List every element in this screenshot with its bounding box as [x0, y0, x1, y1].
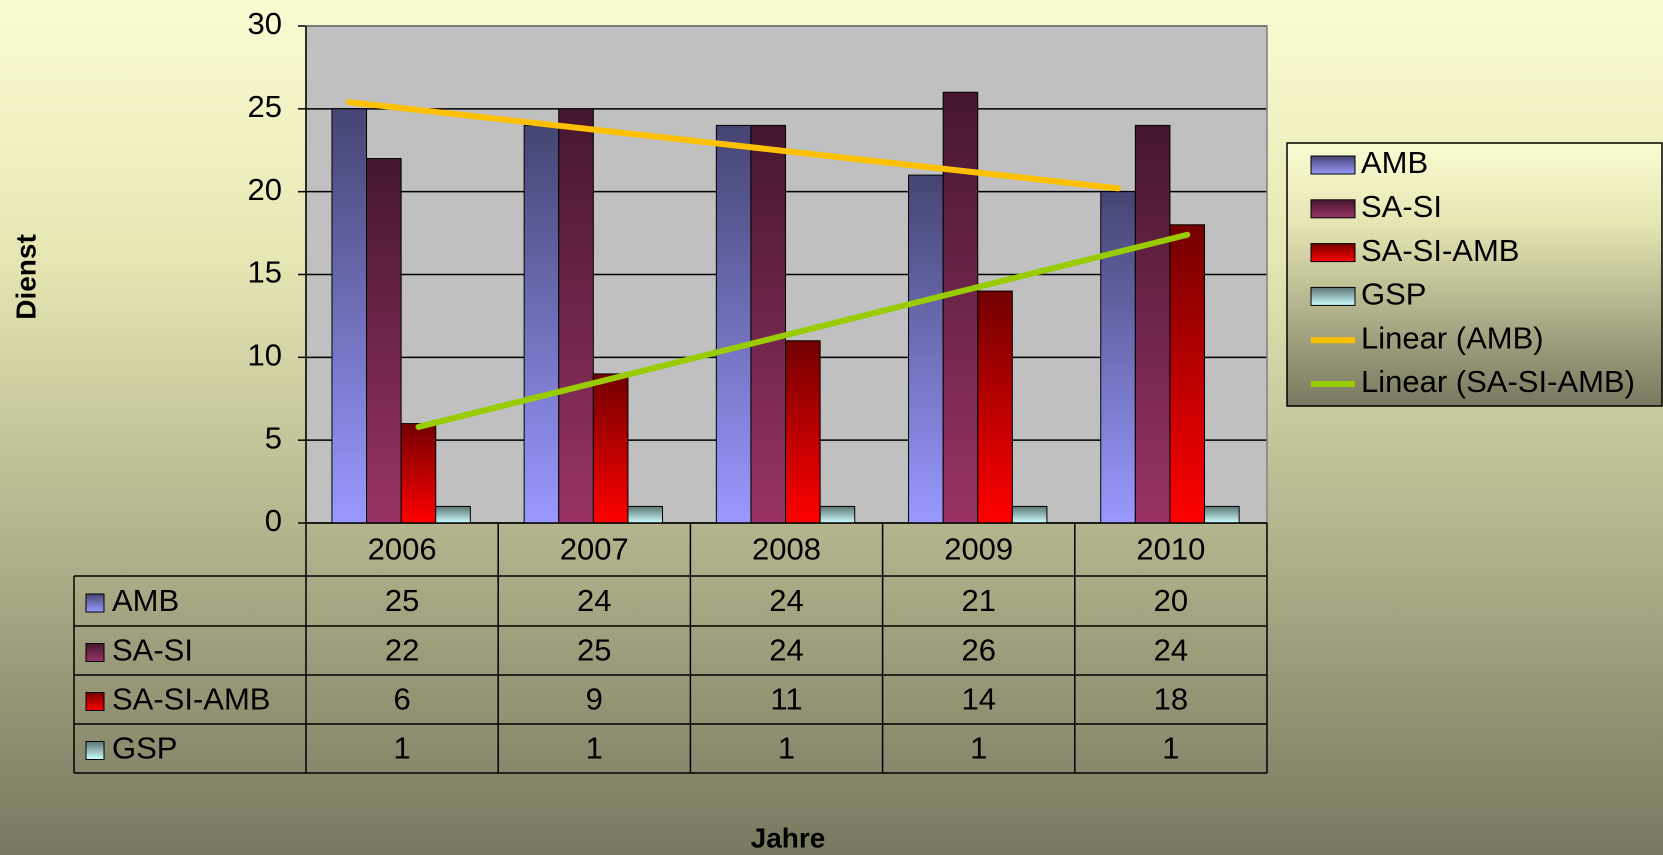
- legend-key: [85, 741, 105, 760]
- y-tick-label: 0: [265, 503, 282, 538]
- legend-label: Linear (AMB): [1361, 320, 1544, 355]
- legend-label: SA-SI: [1361, 189, 1442, 224]
- table-row-label: SA-SI: [112, 633, 193, 668]
- legend-key: [1310, 286, 1356, 306]
- table-cell: 14: [961, 682, 995, 717]
- legend-key: [85, 643, 105, 662]
- table-cell: 22: [385, 633, 419, 668]
- bar: [1134, 124, 1171, 524]
- x-axis-title: Jahre: [751, 822, 826, 853]
- y-tick-label: 10: [248, 338, 282, 373]
- y-axis-title: Dienst: [10, 234, 41, 320]
- legend-label: Linear (SA-SI-AMB): [1361, 364, 1635, 399]
- x-tick-label: 2009: [944, 532, 1013, 567]
- table-cell: 6: [393, 682, 410, 717]
- x-tick-label: 2008: [752, 532, 821, 567]
- table-cell: 24: [769, 583, 803, 618]
- bar: [558, 108, 594, 524]
- bar: [715, 124, 752, 524]
- legend-label: GSP: [1361, 277, 1426, 312]
- y-tick-label: 25: [248, 89, 282, 124]
- table-cell: 1: [970, 731, 987, 766]
- table-cell: 21: [961, 583, 995, 618]
- bar: [1204, 505, 1240, 524]
- x-tick-label: 2010: [1136, 532, 1205, 567]
- bar: [785, 340, 821, 524]
- bar: [1100, 191, 1136, 524]
- table-cell: 1: [586, 731, 603, 766]
- table-row-label: GSP: [112, 731, 177, 766]
- bar: [400, 423, 437, 524]
- bar: [750, 124, 787, 524]
- bar: [523, 124, 560, 524]
- bar: [366, 158, 402, 524]
- bar: [942, 91, 979, 524]
- trendline: [346, 99, 1122, 192]
- table-cell: 24: [1154, 633, 1188, 668]
- bar: [1169, 224, 1206, 524]
- y-tick-label: 30: [248, 6, 282, 41]
- bar: [627, 505, 664, 524]
- table-cell: 25: [385, 583, 419, 618]
- bar: [977, 290, 1013, 524]
- table-cell: 20: [1154, 583, 1188, 618]
- x-tick-label: 2006: [368, 532, 437, 567]
- bar: [819, 505, 856, 524]
- table-row-label: SA-SI-AMB: [112, 682, 270, 717]
- table-cell: 9: [586, 682, 603, 717]
- table-row-label: AMB: [112, 583, 179, 618]
- bar: [908, 174, 944, 524]
- legend-key: [1310, 155, 1356, 175]
- table-cell: 24: [577, 583, 611, 618]
- table-cell: 25: [577, 633, 611, 668]
- bar: [1011, 505, 1048, 524]
- table-cell: 1: [393, 731, 410, 766]
- table-cell: 24: [769, 633, 803, 668]
- table-cell: 18: [1154, 682, 1188, 717]
- legend-label: AMB: [1361, 145, 1428, 180]
- y-tick-label: 15: [248, 255, 282, 290]
- y-tick-label: 5: [265, 420, 282, 455]
- trendline: [415, 231, 1191, 430]
- x-tick-label: 2007: [560, 532, 629, 567]
- table-cell: 1: [778, 731, 795, 766]
- y-tick-label: 20: [248, 172, 282, 207]
- legend-key: [85, 593, 105, 613]
- legend-key: [85, 692, 105, 711]
- table-cell: 11: [770, 682, 802, 717]
- bar: [331, 108, 368, 524]
- legend-label: SA-SI-AMB: [1361, 233, 1519, 268]
- table-cell: 1: [1162, 731, 1179, 766]
- table-cell: 26: [961, 633, 995, 668]
- bar: [435, 505, 471, 524]
- legend-box: [1286, 142, 1663, 407]
- legend-key: [1310, 243, 1356, 263]
- legend-key: [1310, 199, 1356, 219]
- bar: [592, 373, 629, 524]
